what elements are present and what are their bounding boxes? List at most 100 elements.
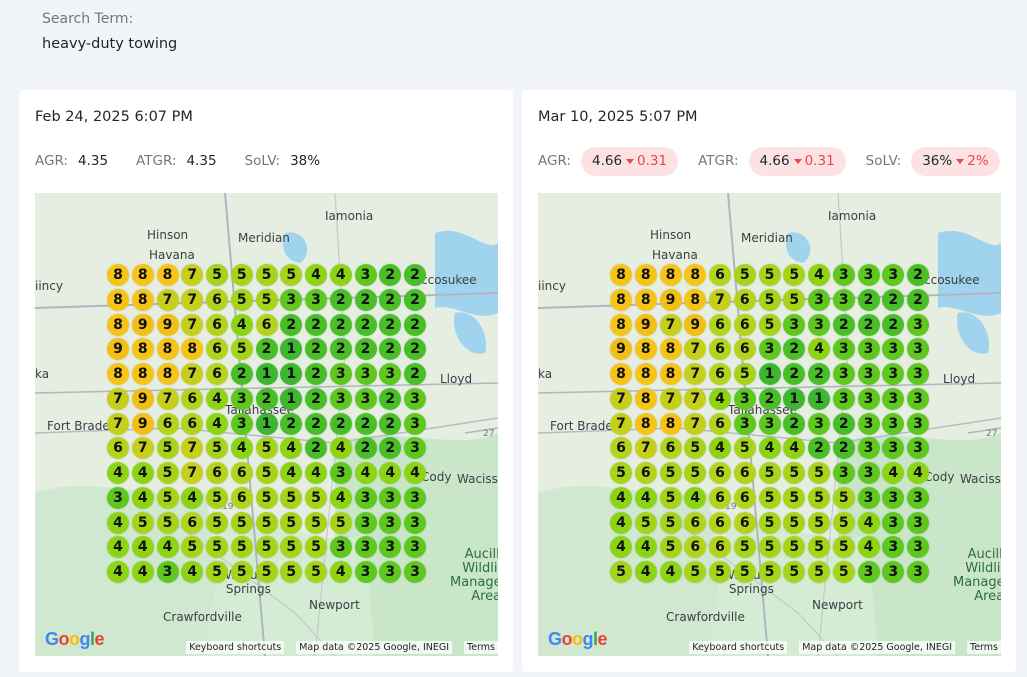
rank-dot[interactable]: 5 xyxy=(206,536,228,559)
rank-dot[interactable]: 5 xyxy=(206,561,228,583)
rank-dot[interactable]: 5 xyxy=(783,561,806,583)
rank-dot[interactable]: 8 xyxy=(634,338,657,361)
rank-dot[interactable]: 5 xyxy=(230,338,253,361)
rank-dot[interactable]: 7 xyxy=(181,288,204,311)
rank-dot[interactable]: 8 xyxy=(684,288,707,311)
rank-dot[interactable]: 3 xyxy=(832,363,855,385)
terms-link[interactable]: Terms xyxy=(464,640,498,654)
rank-dot[interactable]: 5 xyxy=(808,536,830,559)
rank-dot[interactable]: 7 xyxy=(107,412,129,435)
rank-dot[interactable]: 1 xyxy=(758,363,781,385)
rank-dot[interactable]: 3 xyxy=(832,387,855,410)
rank-dot[interactable]: 3 xyxy=(230,387,253,410)
rank-dot[interactable]: 3 xyxy=(379,486,402,509)
rank-dot[interactable]: 3 xyxy=(733,387,756,410)
rank-dot[interactable]: 5 xyxy=(758,313,781,336)
rank-dot[interactable]: 4 xyxy=(206,387,228,410)
rank-dot[interactable]: 3 xyxy=(882,511,905,534)
rank-dot[interactable]: 5 xyxy=(758,462,781,484)
rank-dot[interactable]: 4 xyxy=(305,264,327,286)
rank-dot[interactable]: 5 xyxy=(758,486,781,509)
rank-dot[interactable]: 2 xyxy=(305,313,327,336)
rank-dot[interactable]: 3 xyxy=(857,363,880,385)
rank-dot[interactable]: 3 xyxy=(907,511,929,534)
rank-dot[interactable]: 7 xyxy=(156,387,179,410)
rank-dot[interactable]: 6 xyxy=(709,536,731,559)
rank-dot[interactable]: 7 xyxy=(684,363,707,385)
rank-dot[interactable]: 8 xyxy=(131,363,154,385)
rank-dot[interactable]: 7 xyxy=(659,387,682,410)
rank-dot[interactable]: 3 xyxy=(404,412,426,435)
rank-dot[interactable]: 9 xyxy=(107,338,129,361)
rank-dot[interactable]: 8 xyxy=(634,412,657,435)
rank-dot[interactable]: 2 xyxy=(808,363,830,385)
rank-dot[interactable]: 4 xyxy=(404,462,426,484)
rank-dot[interactable]: 7 xyxy=(709,288,731,311)
rank-dot[interactable]: 7 xyxy=(659,313,682,336)
rank-dot[interactable]: 5 xyxy=(783,288,806,311)
rank-dot[interactable]: 6 xyxy=(156,412,179,435)
rank-dot[interactable]: 4 xyxy=(329,561,352,583)
rank-dot[interactable]: 8 xyxy=(610,288,632,311)
rank-dot[interactable]: 8 xyxy=(659,338,682,361)
rank-dot[interactable]: 9 xyxy=(131,387,154,410)
rank-dot[interactable]: 5 xyxy=(659,536,682,559)
rank-dot[interactable]: 5 xyxy=(280,511,303,534)
rank-dot[interactable]: 3 xyxy=(907,561,929,583)
rank-dot[interactable]: 3 xyxy=(907,486,929,509)
rank-dot[interactable]: 5 xyxy=(758,264,781,286)
rank-dot[interactable]: 6 xyxy=(634,462,657,484)
rank-dot[interactable]: 3 xyxy=(882,264,905,286)
rank-dot[interactable]: 4 xyxy=(610,511,632,534)
rank-dot[interactable]: 5 xyxy=(733,536,756,559)
rank-dot[interactable]: 5 xyxy=(280,536,303,559)
rank-dot[interactable]: 4 xyxy=(329,264,352,286)
rank-dot[interactable]: 2 xyxy=(354,412,377,435)
rank-dot[interactable]: 2 xyxy=(907,264,929,286)
rank-dot[interactable]: 1 xyxy=(280,338,303,361)
rank-dot[interactable]: 9 xyxy=(610,338,632,361)
rank-dot[interactable]: 2 xyxy=(783,338,806,361)
rank-dot[interactable]: 8 xyxy=(156,264,179,286)
rank-dot[interactable]: 4 xyxy=(709,387,731,410)
rank-dot[interactable]: 2 xyxy=(329,412,352,435)
rank-dot[interactable]: 2 xyxy=(907,288,929,311)
rank-dot[interactable]: 6 xyxy=(733,462,756,484)
rank-dot[interactable]: 5 xyxy=(255,561,278,583)
rank-dot[interactable]: 6 xyxy=(610,437,632,460)
rank-dot[interactable]: 6 xyxy=(709,264,731,286)
rank-dot[interactable]: 4 xyxy=(379,462,402,484)
rank-dot[interactable]: 2 xyxy=(354,313,377,336)
rank-dot[interactable]: 5 xyxy=(758,561,781,583)
rank-dot[interactable]: 2 xyxy=(832,313,855,336)
rank-dot[interactable]: 1 xyxy=(808,387,830,410)
rank-dot[interactable]: 2 xyxy=(255,338,278,361)
rank-dot[interactable]: 3 xyxy=(907,313,929,336)
rank-dot[interactable]: 5 xyxy=(230,511,253,534)
rank-dot[interactable]: 8 xyxy=(610,313,632,336)
rank-dot[interactable]: 3 xyxy=(857,387,880,410)
rank-dot[interactable]: 2 xyxy=(379,437,402,460)
rank-dot[interactable]: 6 xyxy=(659,437,682,460)
rank-dot[interactable]: 6 xyxy=(684,536,707,559)
rank-dot[interactable]: 6 xyxy=(733,288,756,311)
rank-dot[interactable]: 5 xyxy=(255,486,278,509)
rank-dot[interactable]: 4 xyxy=(181,486,204,509)
keyboard-shortcuts-link[interactable]: Keyboard shortcuts xyxy=(186,640,285,654)
rank-dot[interactable]: 3 xyxy=(882,363,905,385)
rank-dot[interactable]: 5 xyxy=(206,511,228,534)
rank-dot[interactable]: 2 xyxy=(832,437,855,460)
rank-dot[interactable]: 9 xyxy=(659,288,682,311)
rank-dot[interactable]: 9 xyxy=(131,412,154,435)
rank-dot[interactable]: 2 xyxy=(280,412,303,435)
rank-dot[interactable]: 3 xyxy=(305,288,327,311)
rank-dot[interactable]: 5 xyxy=(156,486,179,509)
rank-dot[interactable]: 5 xyxy=(230,536,253,559)
rank-dot[interactable]: 3 xyxy=(733,412,756,435)
rank-dot[interactable]: 4 xyxy=(610,486,632,509)
rank-dot[interactable]: 8 xyxy=(610,363,632,385)
rank-dot[interactable]: 5 xyxy=(832,536,855,559)
rank-dot[interactable]: 6 xyxy=(733,313,756,336)
rank-dot[interactable]: 5 xyxy=(181,536,204,559)
rank-dot[interactable]: 3 xyxy=(832,338,855,361)
